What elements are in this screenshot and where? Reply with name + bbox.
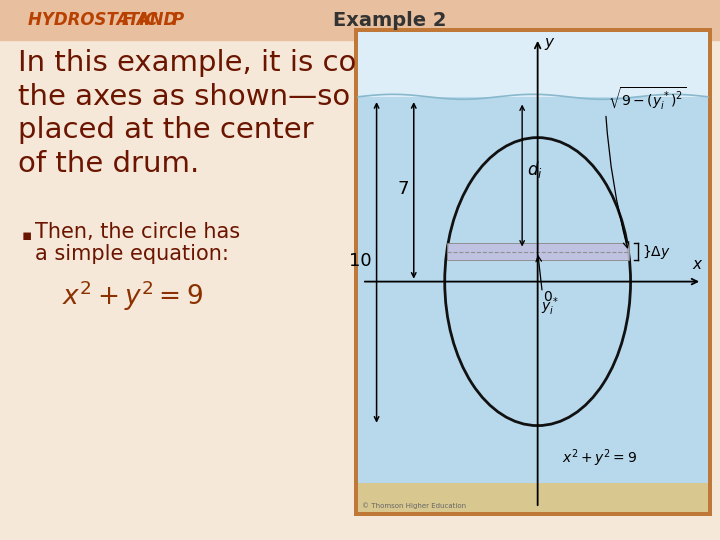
Bar bbox=[358, 32, 708, 512]
Bar bbox=[446, 243, 629, 260]
Text: $\mathit{x}^2 + \mathit{y}^2 = 9$: $\mathit{x}^2 + \mathit{y}^2 = 9$ bbox=[62, 279, 203, 313]
Text: of the drum.: of the drum. bbox=[18, 150, 199, 178]
Text: ▪: ▪ bbox=[22, 227, 32, 242]
Text: $\} \Delta y$: $\} \Delta y$ bbox=[642, 243, 670, 261]
Text: AND: AND bbox=[131, 11, 183, 29]
Text: a simple equation:: a simple equation: bbox=[35, 244, 229, 264]
Text: the axes as shown—so that the origin is: the axes as shown—so that the origin is bbox=[18, 83, 601, 111]
Bar bbox=[354, 28, 712, 516]
Text: $y_i^*$: $y_i^*$ bbox=[541, 295, 559, 318]
Text: $\sqrt{9-(y_i^*)^2}$: $\sqrt{9-(y_i^*)^2}$ bbox=[608, 85, 686, 112]
Text: In this example, it is convenient to choose: In this example, it is convenient to cho… bbox=[18, 49, 636, 77]
Text: 7: 7 bbox=[397, 180, 409, 198]
Bar bbox=[0, 0, 720, 40]
Text: $x^2 + y^2 = 9$: $x^2 + y^2 = 9$ bbox=[562, 447, 638, 469]
Text: 10: 10 bbox=[349, 252, 372, 270]
Text: Example 2: Example 2 bbox=[333, 10, 446, 30]
Text: $d_i$: $d_i$ bbox=[527, 159, 543, 180]
Text: $\mathit{x}$: $\mathit{x}$ bbox=[693, 256, 704, 272]
Text: $0$: $0$ bbox=[543, 289, 552, 303]
Text: placed at the center: placed at the center bbox=[18, 116, 314, 144]
Text: Then, the circle has: Then, the circle has bbox=[35, 222, 240, 242]
Text: HYDROSTATIC: HYDROSTATIC bbox=[28, 11, 163, 29]
Text: $\mathit{y}$: $\mathit{y}$ bbox=[544, 36, 555, 52]
Text: F: F bbox=[122, 11, 133, 29]
Bar bbox=[358, 97, 708, 512]
Text: P: P bbox=[172, 11, 184, 29]
Bar bbox=[358, 32, 708, 97]
Ellipse shape bbox=[445, 138, 631, 426]
Bar bbox=[358, 483, 708, 512]
Text: © Thomson Higher Education: © Thomson Higher Education bbox=[362, 502, 466, 509]
